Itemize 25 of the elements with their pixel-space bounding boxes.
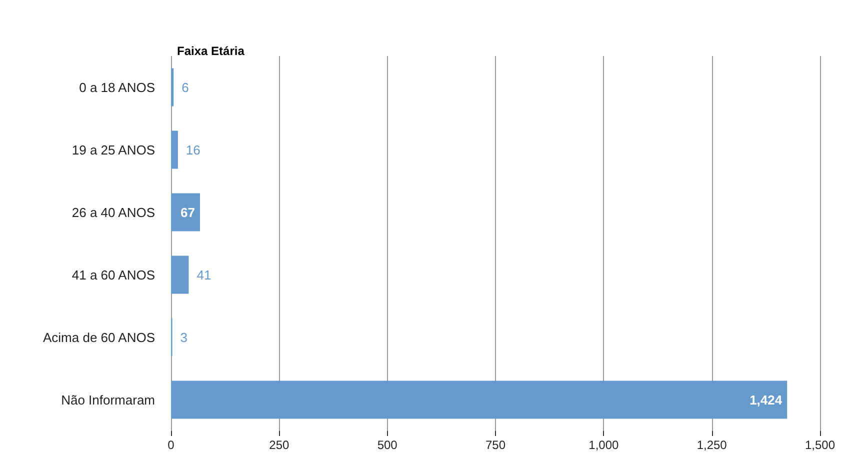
data-label: 41 (196, 267, 212, 282)
bar (171, 130, 178, 169)
y-tick-label: 0 a 18 ANOS (79, 80, 156, 95)
bar (171, 380, 788, 419)
data-label: 3 (180, 330, 188, 345)
x-tick-label: 500 (377, 438, 398, 452)
y-tick-label: 41 a 60 ANOS (72, 267, 156, 282)
y-tick-label: 26 a 40 ANOS (72, 204, 156, 220)
x-tick-label: 750 (485, 438, 506, 452)
x-tick-label: 1,500 (804, 438, 836, 452)
bar (171, 68, 174, 106)
data-label: 16 (186, 142, 200, 158)
data-label: 67 (180, 204, 195, 220)
bar (171, 256, 189, 294)
data-label: 6 (182, 80, 189, 95)
x-tick-label: 250 (269, 438, 290, 452)
x-tick-label: 0 (168, 438, 175, 452)
data-label: 1,424 (750, 392, 783, 408)
y-tick-label: Acima de 60 ANOS (43, 330, 156, 345)
chart-title: Faixa Etária (177, 44, 245, 58)
y-tick-label: Não Informaram (61, 392, 155, 408)
x-tick-label: 1,250 (696, 438, 728, 452)
bar (171, 193, 200, 232)
y-tick-label: 19 a 25 ANOS (72, 142, 156, 158)
x-tick-label: 1,000 (588, 438, 620, 452)
